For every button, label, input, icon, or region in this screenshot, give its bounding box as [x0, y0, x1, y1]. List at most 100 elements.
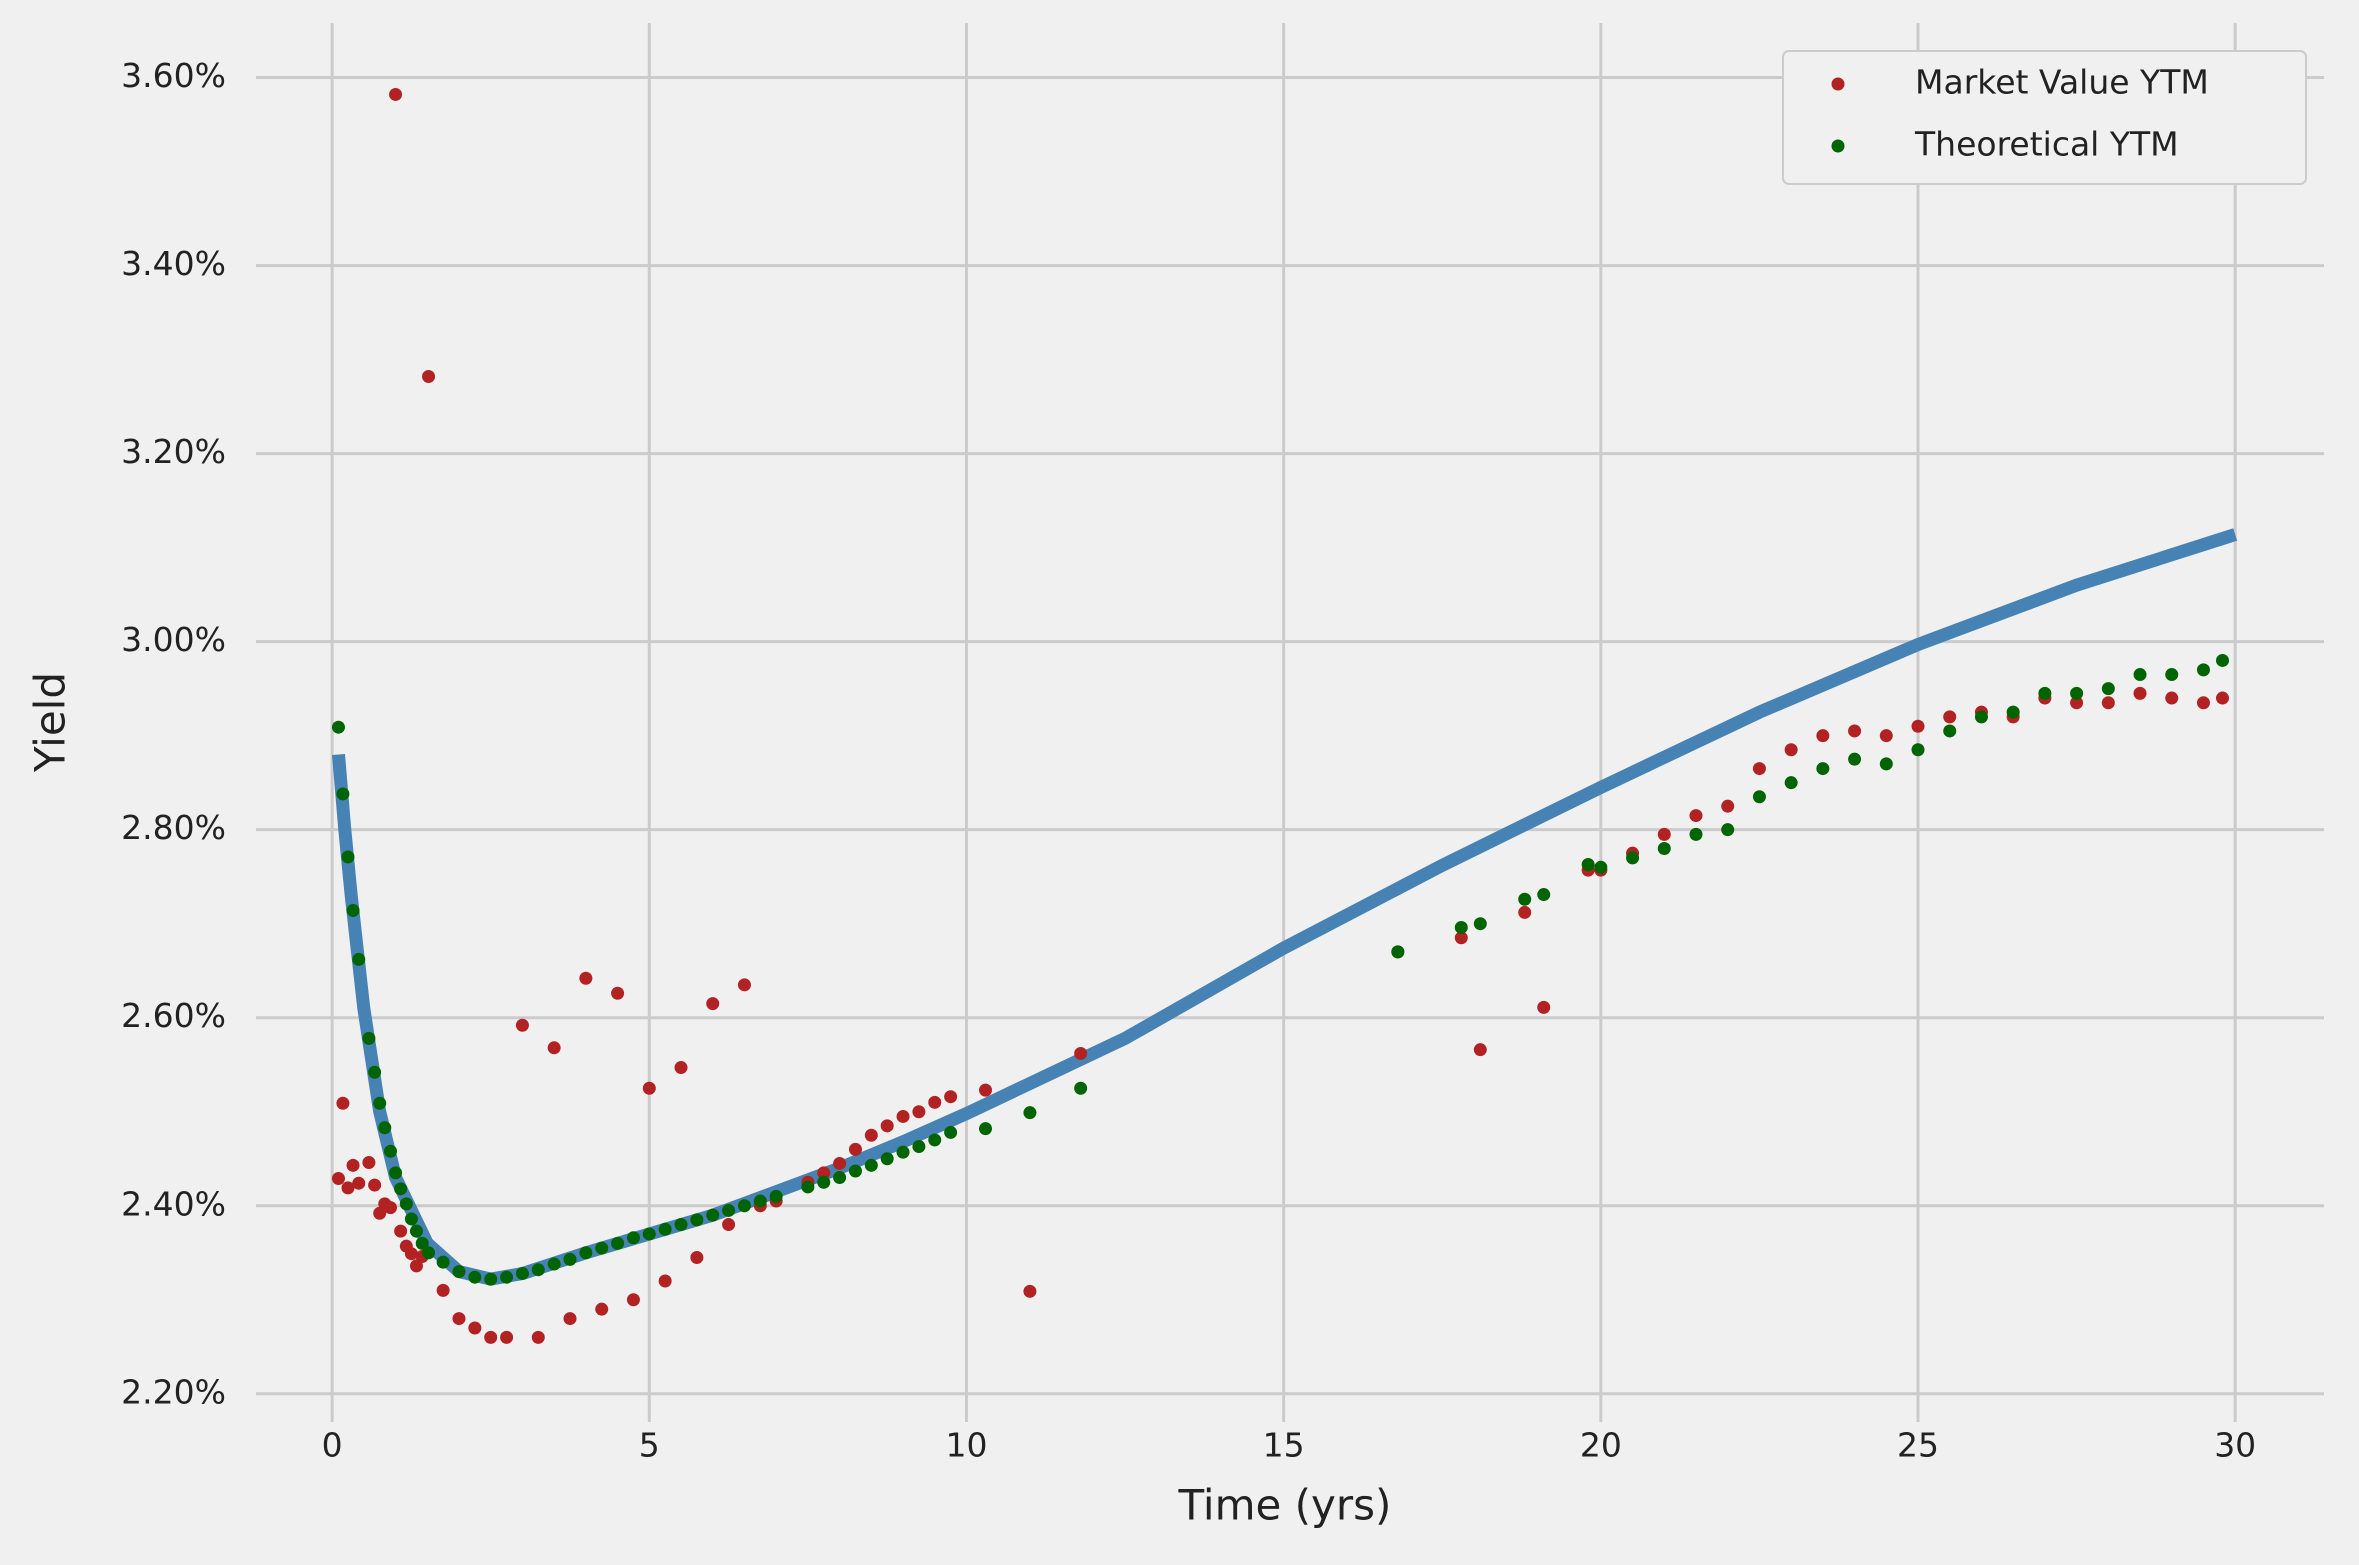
data-point — [1879, 757, 1893, 771]
data-point — [848, 1142, 862, 1156]
data-point — [658, 1222, 672, 1236]
data-point — [436, 1283, 450, 1297]
x-tick-label: 0 — [322, 1426, 343, 1465]
data-point — [1816, 762, 1830, 776]
data-point — [468, 1270, 482, 1284]
data-point — [2165, 668, 2179, 682]
data-point — [912, 1105, 926, 1119]
data-point — [722, 1218, 736, 1232]
data-point — [1581, 857, 1595, 871]
data-point — [1911, 743, 1925, 757]
data-point — [531, 1263, 545, 1277]
data-point — [422, 370, 436, 384]
data-point — [547, 1041, 561, 1055]
data-point — [833, 1171, 847, 1185]
data-point — [500, 1330, 514, 1344]
data-point — [515, 1266, 529, 1280]
data-point — [944, 1125, 958, 1139]
data-point — [1943, 710, 1957, 724]
data-point — [409, 1259, 423, 1273]
data-point — [896, 1109, 910, 1123]
x-tick-label: 20 — [1580, 1426, 1622, 1465]
data-point — [912, 1140, 926, 1154]
data-point — [864, 1128, 878, 1142]
data-point — [1721, 823, 1735, 837]
data-point — [979, 1122, 993, 1136]
data-point — [1752, 762, 1766, 776]
data-point — [1911, 719, 1925, 733]
data-point — [642, 1081, 656, 1095]
data-point — [1943, 724, 1957, 738]
data-point — [404, 1212, 418, 1226]
y-tick-label: 3.00% — [121, 620, 226, 659]
data-point — [1689, 809, 1703, 823]
data-point — [547, 1257, 561, 1271]
data-point — [611, 986, 625, 1000]
data-point — [1879, 729, 1893, 743]
data-point — [1657, 841, 1671, 855]
data-point — [848, 1164, 862, 1178]
data-point — [769, 1189, 783, 1203]
data-point — [468, 1321, 482, 1335]
data-point — [336, 787, 350, 801]
data-point — [2070, 686, 2084, 700]
data-point — [1657, 827, 1671, 841]
data-point — [563, 1252, 577, 1266]
data-point — [2133, 686, 2147, 700]
data-point — [1454, 920, 1468, 934]
x-tick-label: 25 — [1897, 1426, 1939, 1465]
data-point — [500, 1270, 514, 1284]
data-point — [706, 997, 720, 1011]
data-point — [579, 1246, 593, 1260]
x-axis-label: Time (yrs) — [1178, 1481, 1392, 1530]
legend-label: Market Value YTM — [1915, 63, 2209, 102]
data-point — [626, 1293, 640, 1307]
data-point — [331, 1171, 345, 1185]
data-point — [2133, 668, 2147, 682]
data-point — [1518, 892, 1532, 906]
x-tick-label: 10 — [945, 1426, 987, 1465]
data-point — [2216, 653, 2230, 667]
data-point — [1784, 743, 1798, 757]
y-tick-label: 2.40% — [121, 1184, 226, 1223]
legend-marker — [1831, 77, 1845, 91]
data-point — [1848, 724, 1862, 738]
data-point — [706, 1208, 720, 1222]
data-point — [336, 1096, 350, 1110]
data-point — [2070, 696, 2084, 710]
y-tick-label: 3.60% — [121, 56, 226, 95]
data-point — [1537, 1000, 1551, 1014]
data-point — [1974, 710, 1988, 724]
legend: Market Value YTM Theoretical YTM — [1782, 50, 2307, 185]
data-point — [737, 978, 751, 992]
data-point — [399, 1197, 413, 1211]
data-point — [579, 971, 593, 985]
data-point — [1689, 827, 1703, 841]
data-point — [928, 1133, 942, 1147]
data-point — [979, 1083, 993, 1097]
data-point — [880, 1152, 894, 1166]
data-point — [896, 1145, 910, 1159]
data-point — [722, 1203, 736, 1217]
legend-marker — [1831, 139, 1845, 153]
data-point — [753, 1194, 767, 1208]
legend-frame — [1782, 50, 2307, 185]
data-point — [2216, 691, 2230, 705]
data-point — [368, 1178, 382, 1192]
x-tick-label: 30 — [2214, 1426, 2256, 1465]
data-point — [928, 1095, 942, 1109]
data-point — [1391, 945, 1405, 959]
data-point — [515, 1018, 529, 1032]
data-point — [373, 1096, 387, 1110]
data-point — [944, 1090, 958, 1104]
data-point — [409, 1224, 423, 1238]
data-point — [1473, 1043, 1487, 1057]
data-point — [1816, 729, 1830, 743]
data-point — [2165, 691, 2179, 705]
data-point — [1454, 931, 1468, 945]
data-point — [404, 1247, 418, 1261]
data-point — [368, 1065, 382, 1079]
